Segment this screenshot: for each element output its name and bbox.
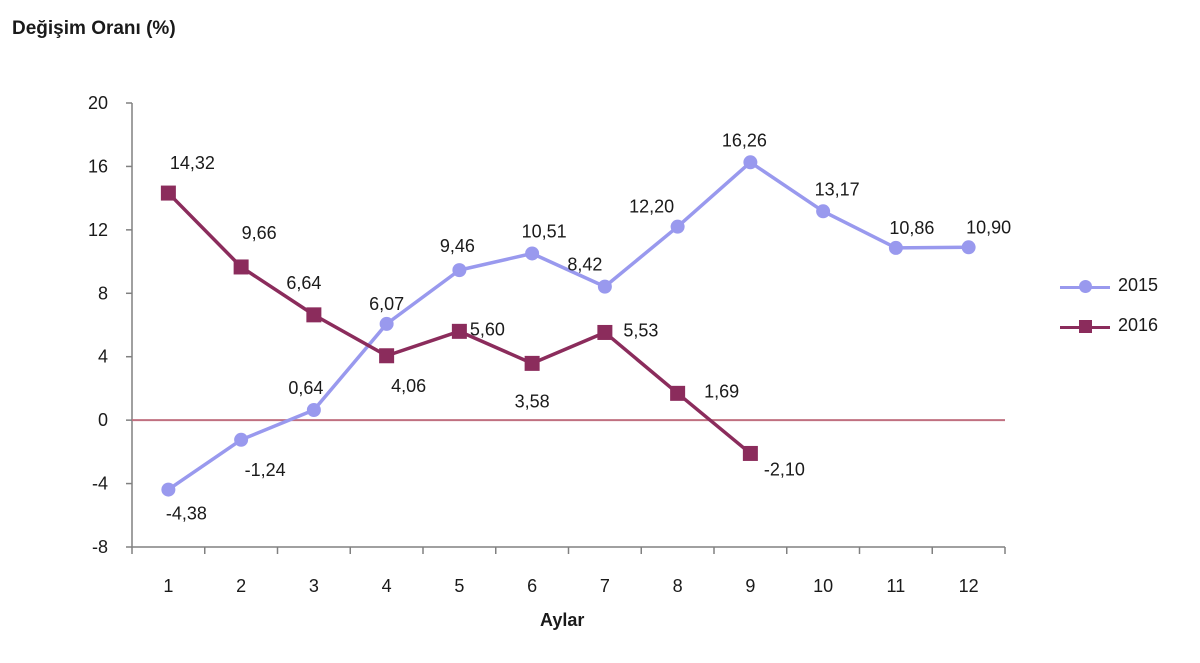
- legend-label-2015: 2015: [1118, 275, 1159, 295]
- x-tick-label: 6: [527, 576, 537, 596]
- point-2015-7: [597, 279, 612, 294]
- point-2015-11: [888, 240, 903, 255]
- x-tick-label: 1: [163, 576, 173, 596]
- y-tick-label: 0: [98, 410, 108, 430]
- data-label-2015-2: -1,24: [245, 460, 286, 480]
- x-tick-label: 5: [454, 576, 464, 596]
- data-label-2015-1: -4,38: [166, 504, 207, 524]
- y-tick-label: 16: [88, 156, 108, 176]
- point-2016-1: [160, 185, 176, 201]
- y-tick-label: 12: [88, 220, 108, 240]
- data-label-2015-10: 13,17: [815, 179, 860, 199]
- legend-label-2016: 2016: [1118, 315, 1159, 335]
- point-2016-6: [524, 355, 540, 371]
- legend: 2015 2016: [1060, 272, 1200, 352]
- y-tick-label: 8: [98, 283, 108, 303]
- point-2015-9: [743, 155, 758, 170]
- legend-marker-2016: [1079, 320, 1092, 333]
- data-label-2016-8: 1,69: [704, 381, 739, 401]
- data-label-2016-1: 14,32: [170, 153, 215, 173]
- point-2015-1: [161, 482, 176, 497]
- point-2015-6: [525, 246, 540, 261]
- data-label-2016-9: -2,10: [764, 459, 805, 479]
- legend-item-2015: 2015: [1060, 272, 1200, 312]
- data-label-2015-6: 10,51: [522, 221, 567, 241]
- data-label-2016-4: 4,06: [391, 376, 426, 396]
- x-tick-label: 7: [600, 576, 610, 596]
- point-2016-2: [233, 259, 249, 275]
- point-2016-5: [451, 323, 467, 339]
- data-label-2015-11: 10,86: [889, 218, 934, 238]
- point-2015-5: [452, 263, 467, 278]
- point-2015-3: [306, 402, 321, 417]
- point-2015-12: [961, 240, 976, 255]
- point-2015-2: [234, 432, 249, 447]
- data-label-2016-5: 5,60: [470, 319, 505, 339]
- point-2016-7: [597, 324, 613, 340]
- data-label-2015-9: 16,26: [722, 130, 767, 150]
- data-label-2016-7: 5,53: [623, 320, 658, 340]
- point-2015-4: [379, 316, 394, 331]
- data-label-2016-2: 9,66: [242, 223, 277, 243]
- y-tick-label: 20: [88, 93, 108, 113]
- x-tick-label: 12: [959, 576, 979, 596]
- data-label-2015-8: 12,20: [629, 197, 674, 217]
- x-tick-label: 8: [673, 576, 683, 596]
- x-tick-label: 11: [887, 576, 906, 596]
- legend-marker-2015: [1079, 280, 1092, 293]
- data-label-2015-3: 0,64: [288, 378, 323, 398]
- data-label-2015-5: 9,46: [440, 236, 475, 256]
- point-2016-8: [670, 385, 686, 401]
- data-label-2015-7: 8,42: [567, 255, 602, 275]
- x-tick-label: 4: [382, 576, 392, 596]
- y-tick-label: -8: [92, 537, 108, 557]
- point-2015-10: [816, 204, 831, 219]
- x-tick-label: 3: [309, 576, 319, 596]
- point-2015-8: [670, 219, 685, 234]
- series-line-2015: [167, 160, 969, 492]
- y-tick-label: 4: [98, 347, 108, 367]
- y-axis-title: Değişim Oranı (%): [12, 18, 176, 39]
- y-tick-label: -4: [92, 474, 108, 494]
- point-2016-9: [742, 445, 758, 461]
- point-2016-4: [379, 348, 395, 364]
- data-label-2016-6: 3,58: [515, 391, 550, 411]
- data-label-2015-4: 6,07: [369, 294, 404, 314]
- x-tick-label: 9: [745, 576, 755, 596]
- x-tick-label: 10: [813, 576, 833, 596]
- data-label-2015-12: 10,90: [966, 217, 1011, 237]
- x-tick-label: 2: [236, 576, 246, 596]
- legend-item-2016: 2016: [1060, 312, 1200, 352]
- data-label-2016-3: 6,64: [286, 273, 321, 293]
- x-axis-title: Aylar: [540, 610, 585, 630]
- point-2016-3: [306, 307, 322, 323]
